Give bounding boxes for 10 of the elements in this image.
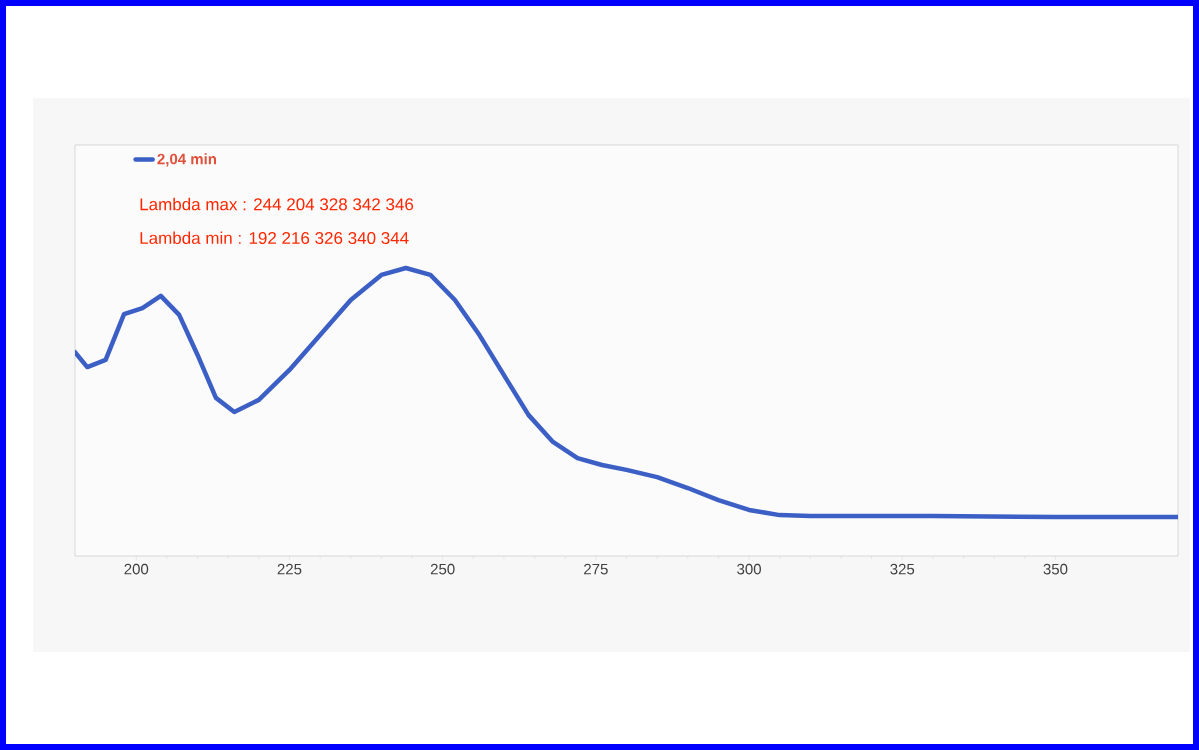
x-tick-label: 200 <box>124 563 149 575</box>
legend-label: 2,04 min <box>157 153 217 167</box>
x-tick-label: 225 <box>277 563 302 575</box>
x-tick-label: 325 <box>890 563 915 575</box>
x-tick-label: 350 <box>1043 563 1068 575</box>
x-tick-label: 275 <box>584 563 608 575</box>
text: Lambda max : 244 204 328 342 346 <box>140 197 414 211</box>
text: Lambda min : 192 216 326 340 344 <box>140 231 409 245</box>
x-tick-label: 250 <box>430 563 455 575</box>
x-tick-label: 300 <box>737 563 761 575</box>
